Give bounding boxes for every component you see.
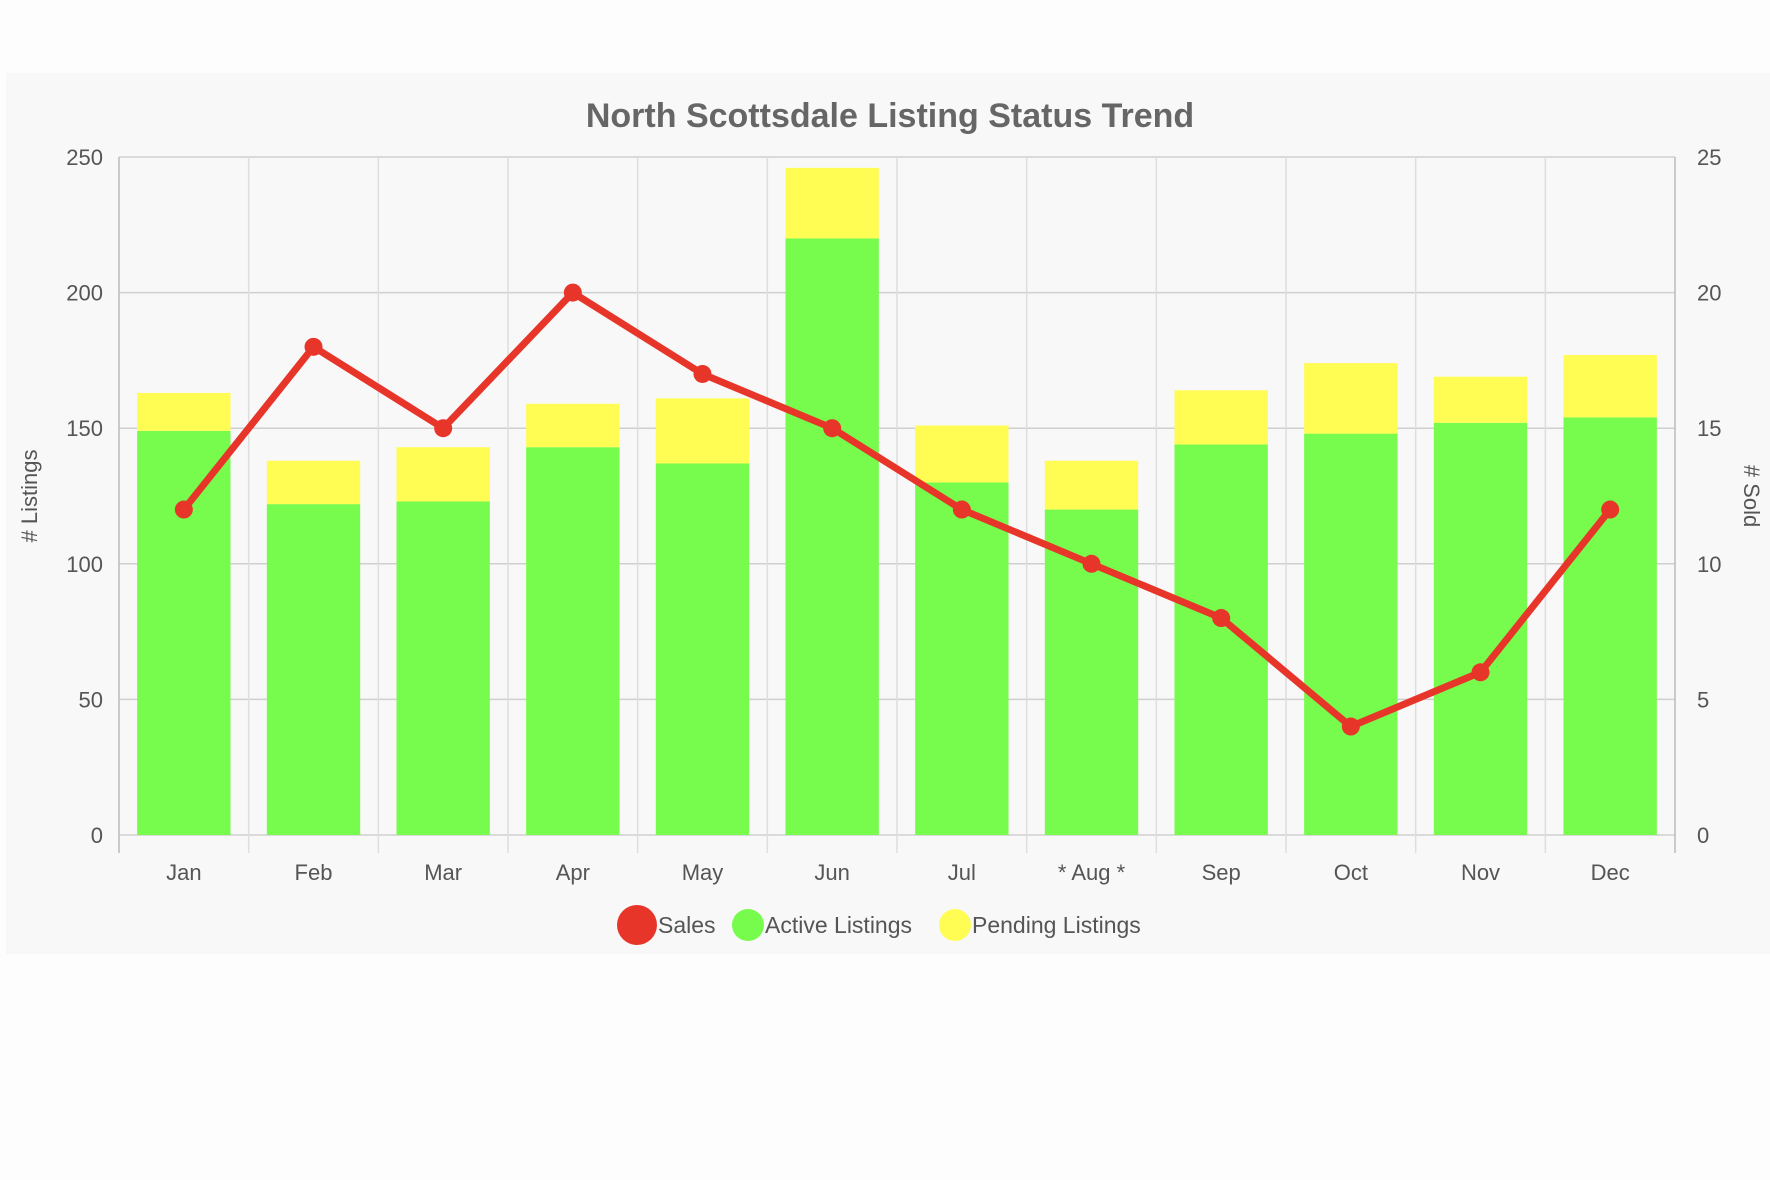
bar-active-listings	[785, 238, 879, 836]
sales-point	[1082, 554, 1101, 573]
x-tick: May	[682, 860, 724, 885]
x-tick: * Aug *	[1058, 860, 1126, 885]
sales-point	[174, 500, 193, 519]
x-tick: Jan	[166, 860, 201, 885]
ticks: 0 50 100 150 200 250 0 5 10 15 20 25 Jan Feb Mar Apr May…	[66, 145, 1721, 885]
sales-point	[952, 500, 971, 519]
sales-point	[434, 419, 453, 438]
bar-active-listings	[396, 501, 490, 835]
y-right-label: # Sold	[1739, 465, 1764, 527]
bar-active-listings	[1174, 444, 1268, 835]
y-right-tick: 5	[1697, 687, 1709, 712]
bar-pending-listings	[1433, 376, 1528, 423]
bar-active-listings	[915, 482, 1009, 835]
sales-point	[693, 364, 712, 383]
legend-label: Sales	[658, 912, 716, 938]
sales-point	[304, 337, 323, 356]
sales-line-path	[181, 289, 1613, 731]
x-tick: Mar	[424, 860, 462, 885]
x-tick: Sep	[1202, 860, 1241, 885]
x-tick: Feb	[295, 860, 333, 885]
sales-line	[174, 283, 1620, 736]
y-left-tick: 100	[66, 552, 103, 577]
bar-pending-listings	[137, 392, 231, 431]
x-tick: Apr	[556, 860, 590, 885]
legend-swatch-active-listings	[732, 909, 764, 941]
y-left-tick: 0	[91, 823, 103, 848]
bar-active-listings	[266, 504, 361, 835]
sales-point	[823, 419, 842, 438]
x-tick: Jun	[814, 860, 849, 885]
chart-title: North Scottsdale Listing Status Trend	[586, 97, 1194, 135]
sales-point	[1601, 500, 1620, 519]
bar-active-listings	[137, 430, 231, 835]
bar-pending-listings	[785, 167, 879, 239]
x-tick: Jul	[948, 860, 976, 885]
sales-point	[1341, 717, 1360, 736]
bar-pending-listings	[266, 460, 361, 505]
y-left-tick: 50	[79, 687, 103, 712]
x-tick: Nov	[1461, 860, 1500, 885]
x-tick: Oct	[1334, 860, 1368, 885]
sales-point	[563, 283, 582, 302]
y-left-label: # Listings	[17, 450, 42, 543]
bars	[137, 167, 1657, 836]
y-right-tick: 0	[1697, 823, 1709, 848]
y-right-tick: 15	[1697, 416, 1721, 441]
bar-active-listings	[655, 463, 750, 835]
y-left-tick: 200	[66, 281, 103, 306]
y-left-tick: 250	[66, 145, 103, 170]
bar-pending-listings	[1044, 460, 1139, 510]
sales-point	[1471, 663, 1490, 682]
legend-swatch-pending-listings	[939, 909, 971, 941]
legend-label: Pending Listings	[972, 912, 1141, 938]
y-right-tick: 25	[1697, 145, 1721, 170]
bar-pending-listings	[915, 425, 1009, 483]
bar-active-listings	[1563, 417, 1657, 835]
bar-pending-listings	[396, 447, 490, 502]
bar-pending-listings	[1304, 363, 1398, 434]
y-right-tick: 20	[1697, 281, 1721, 306]
bar-pending-listings	[1174, 390, 1268, 445]
legend: Sales Active Listings Pending Listings	[617, 905, 1141, 945]
bar-active-listings	[1304, 433, 1398, 835]
x-tick: Dec	[1591, 860, 1630, 885]
y-left-tick: 150	[66, 416, 103, 441]
bar-pending-listings	[1563, 354, 1657, 418]
bar-pending-listings	[526, 403, 620, 448]
grid	[118, 156, 1676, 853]
legend-swatch-sales	[617, 905, 657, 945]
legend-label: Active Listings	[765, 912, 912, 938]
bar-pending-listings	[655, 398, 750, 464]
y-right-tick: 10	[1697, 552, 1721, 577]
sales-point	[1212, 609, 1231, 628]
bar-active-listings	[526, 447, 620, 835]
